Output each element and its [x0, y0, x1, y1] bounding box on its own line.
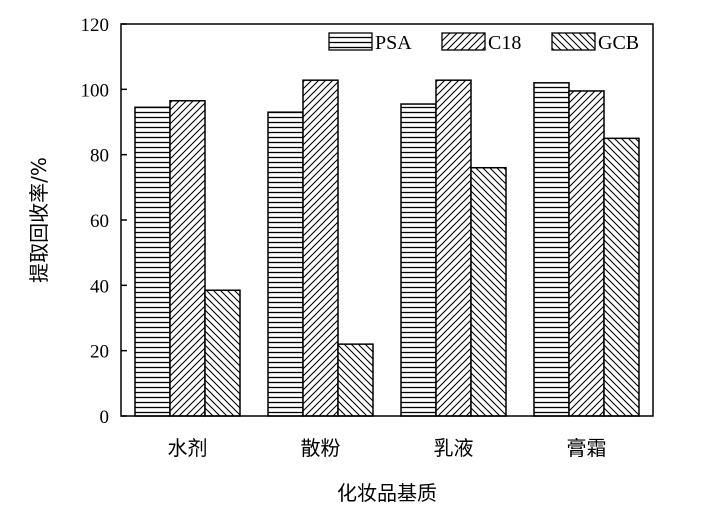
- x-axis: 水剂 散粉 乳液 膏霜: [168, 436, 607, 460]
- bar-c18-4: [568, 90, 605, 417]
- bars-layer: [134, 79, 640, 417]
- x-category-label: 乳液: [434, 436, 474, 460]
- legend-swatch-psa: [328, 32, 373, 51]
- y-tick-label: 20: [90, 342, 109, 363]
- legend: PSA C18 GCB: [328, 32, 639, 54]
- x-axis-title: 化妆品基质: [337, 481, 437, 505]
- y-tick-label: 100: [81, 80, 110, 101]
- y-tick-label: 40: [90, 276, 109, 297]
- bar-gcb-1: [204, 289, 241, 417]
- bar-gcb-3: [470, 166, 507, 417]
- legend-swatch-c18: [441, 32, 486, 51]
- legend-label-c18: C18: [488, 32, 521, 54]
- y-axis-title: 提取回收率/%: [27, 157, 51, 283]
- y-axis: 0 20 40 60 80 100 120: [81, 15, 127, 428]
- bar-psa-4: [533, 82, 570, 417]
- bar-psa-3: [400, 103, 437, 417]
- bar-c18-2: [302, 79, 339, 417]
- x-category-label: 水剂: [168, 436, 208, 460]
- y-tick-label: 0: [100, 407, 110, 428]
- legend-label-gcb: GCB: [598, 32, 639, 54]
- x-category-label: 膏霜: [567, 436, 607, 460]
- y-tick-label: 120: [81, 15, 110, 36]
- bar-gcb-2: [337, 343, 374, 417]
- bar-c18-3: [435, 79, 472, 417]
- bar-psa-2: [267, 111, 304, 417]
- x-category-label: 散粉: [301, 436, 341, 460]
- bar-psa-1: [134, 106, 171, 417]
- legend-label-psa: PSA: [375, 32, 412, 54]
- bar-gcb-4: [603, 137, 640, 417]
- legend-swatch-gcb: [551, 32, 596, 51]
- bar-c18-1: [169, 100, 206, 417]
- y-tick-label: 80: [90, 146, 109, 167]
- y-tick-label: 60: [90, 211, 109, 232]
